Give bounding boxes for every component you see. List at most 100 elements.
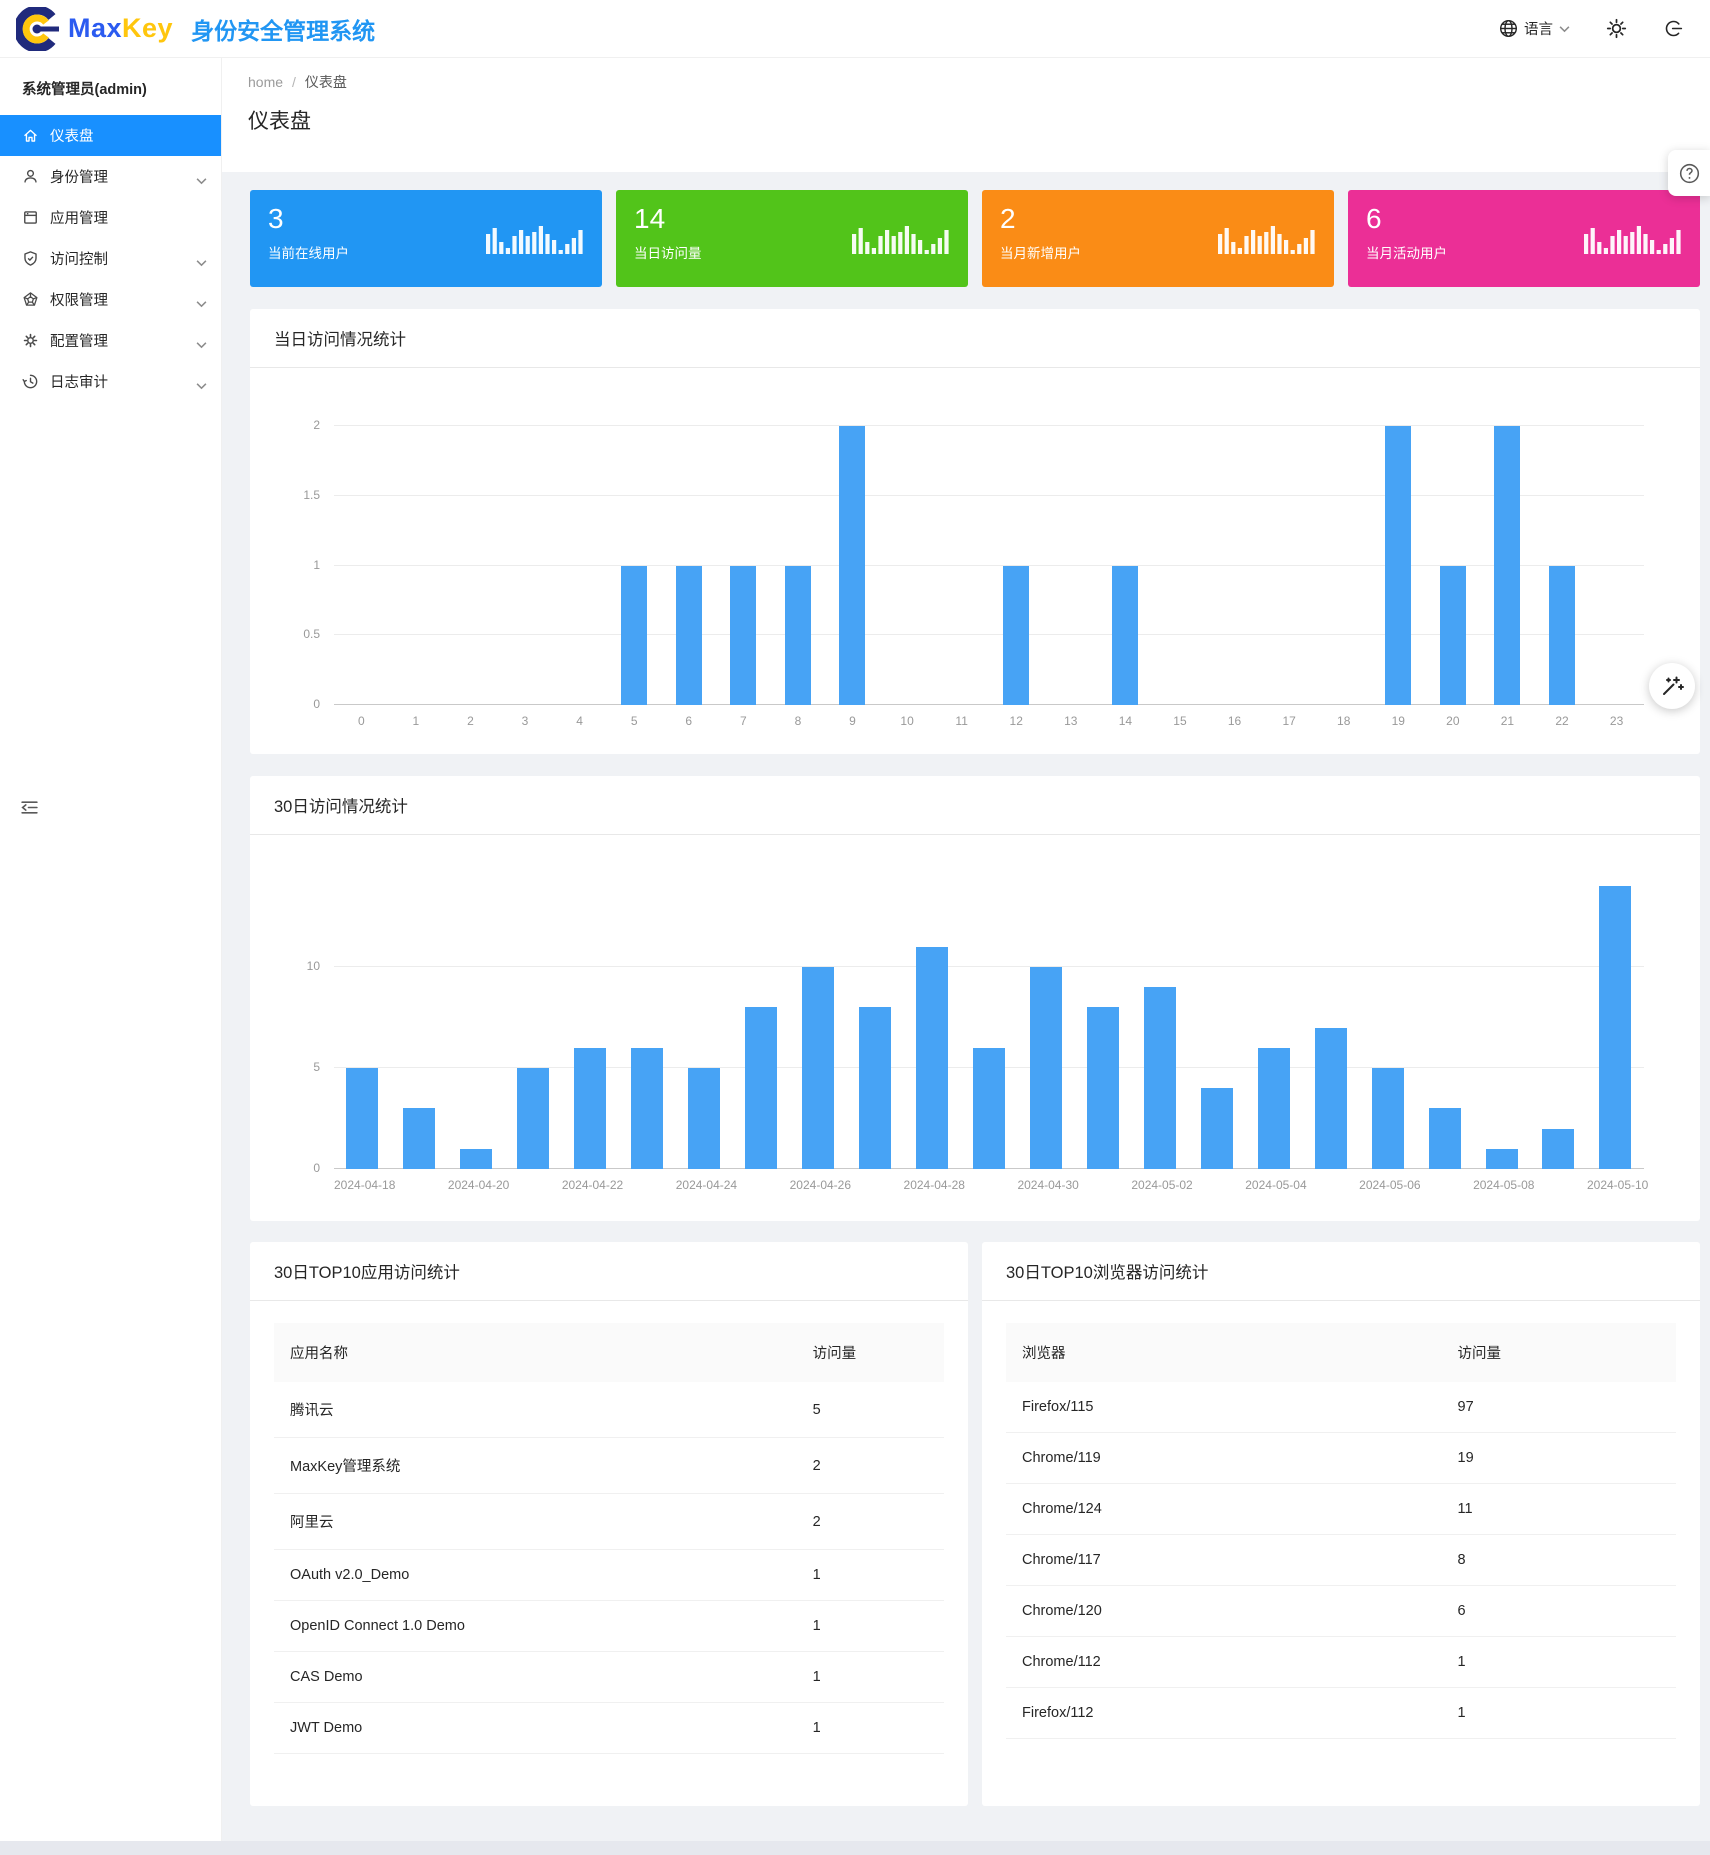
- home-icon: [22, 127, 39, 144]
- bar-slot: [790, 967, 847, 1169]
- table-row: Chrome/124 11: [1006, 1483, 1676, 1535]
- x-axis-tick-label: 2: [467, 714, 474, 728]
- bar-slot: [391, 1108, 448, 1169]
- table-cell-name: MaxKey管理系统: [274, 1437, 797, 1494]
- logout-icon: [1665, 20, 1683, 37]
- bar-slot: [771, 565, 826, 705]
- sidebar-user-title: 系统管理员(admin): [22, 82, 147, 98]
- table-cell-visits: 6: [1441, 1585, 1676, 1637]
- bar-slot: [661, 565, 716, 705]
- mini-bar-chart-icon: [852, 225, 949, 254]
- main-area: home / 仪表盘 仪表盘 3 当前在线用户 14 当日访问量 2 当月新增用户 6 当月活…: [222, 58, 1710, 1841]
- bar: [802, 967, 835, 1169]
- table-cell-visits: 1: [1441, 1687, 1676, 1739]
- x-axis-tick-label: 2024-05-04: [1245, 1178, 1307, 1192]
- bar: [1494, 426, 1521, 705]
- bar-slot: [733, 1007, 790, 1169]
- help-button[interactable]: [1668, 150, 1710, 196]
- sidebar-item-audit[interactable]: 日志审计: [0, 361, 221, 402]
- x-axis-tick-label: 21: [1500, 714, 1515, 728]
- bar-slot: [676, 1068, 733, 1169]
- stat-cards-row: 3 当前在线用户 14 当日访问量 2 当月新增用户 6 当月活动用户: [250, 190, 1700, 287]
- x-axis-tick-label: 3: [521, 714, 529, 728]
- x-axis-tick-label: 11: [955, 714, 968, 728]
- x-axis-tick-label: 2024-04-24: [675, 1178, 738, 1192]
- breadcrumb-separator: /: [292, 74, 296, 90]
- sidebar-item-config[interactable]: 配置管理: [0, 320, 221, 361]
- table-cell-name: JWT Demo: [274, 1702, 797, 1754]
- bar: [621, 565, 648, 705]
- y-axis-tick-label: 0: [313, 1161, 320, 1175]
- x-axis-tick-label: [619, 1178, 676, 1192]
- stat-card-3: 6 当月活动用户: [1348, 190, 1700, 287]
- chevron-down-icon: [196, 255, 207, 266]
- table-cell-visits: 97: [1441, 1382, 1676, 1433]
- stat-card-2: 2 当月新增用户: [982, 190, 1334, 287]
- user-icon: [22, 168, 39, 185]
- table-cell-visits: 2: [796, 1493, 944, 1550]
- sidebar-item-apps[interactable]: 应用管理: [0, 197, 221, 238]
- table-cell-name: Chrome/119: [1006, 1432, 1442, 1484]
- bar: [403, 1108, 436, 1169]
- table-row: JWT Demo 1: [274, 1702, 944, 1754]
- x-axis-tick-label: 2024-04-22: [561, 1178, 624, 1192]
- table-cell-visits: 1: [796, 1702, 944, 1754]
- bar-slot: [716, 565, 771, 705]
- brand-max: Max: [68, 13, 123, 43]
- stat-label: 当月活动用户: [1366, 246, 1447, 261]
- bar-slot: [847, 1007, 904, 1169]
- bar: [460, 1148, 493, 1169]
- sidebar-item-label: 权限管理: [50, 293, 108, 309]
- month-visits-panel: 30日访问情况统计 0 5 10 2024-04-18 2024-04-20 2024-0…: [250, 776, 1700, 1221]
- bar: [1257, 1047, 1290, 1169]
- bar-slot: [1535, 565, 1590, 705]
- table-row: Chrome/120 6: [1006, 1585, 1676, 1637]
- bar-slot: [448, 1148, 505, 1169]
- x-axis-tick-label: [1530, 1178, 1587, 1192]
- app-window-icon: [22, 209, 39, 226]
- today-visits-panel: 当日访问情况统计 0 0.5 1 1.5 2 0 1 2 3 4 5 6 7 8 9 10 11 12 13 14 15…: [250, 309, 1700, 754]
- chart-plot-area: [334, 425, 1644, 705]
- sidebar-item-access[interactable]: 访问控制: [0, 238, 221, 279]
- sidebar-item-permissions[interactable]: 权限管理: [0, 279, 221, 320]
- bar: [574, 1047, 607, 1169]
- bar: [1428, 1108, 1461, 1169]
- brand[interactable]: MaxKey 身份安全管理系统: [16, 6, 375, 51]
- floating-tool-button[interactable]: [1649, 663, 1695, 709]
- stat-card-1: 14 当日访问量: [616, 190, 968, 287]
- globe-icon: [1499, 19, 1518, 38]
- bar: [1029, 967, 1062, 1169]
- table-row: 阿里云 2: [274, 1493, 944, 1550]
- sidebar-collapse-button[interactable]: [20, 798, 39, 820]
- settings-button[interactable]: [1606, 18, 1627, 39]
- bar-slot: [619, 1047, 676, 1169]
- x-axis-tick-label: 16: [1227, 714, 1242, 728]
- table-cell-visits: 1: [796, 1549, 944, 1601]
- table-row: Chrome/119 19: [1006, 1432, 1676, 1484]
- x-axis-tick-label: 2024-05-06: [1359, 1178, 1421, 1192]
- bar-slot: [1371, 426, 1426, 705]
- x-axis-tick-label: [960, 1178, 1017, 1192]
- y-axis-tick-label: 1: [313, 557, 320, 572]
- bar-slot: [1416, 1108, 1473, 1169]
- x-axis-labels: 2024-04-18 2024-04-20 2024-04-22 2024-04-24…: [334, 1178, 1648, 1192]
- y-axis-tick-label: 0: [313, 697, 320, 711]
- history-icon: [22, 373, 39, 390]
- logout-button[interactable]: [1663, 18, 1684, 39]
- sidebar-item-dashboard[interactable]: 仪表盘: [0, 115, 221, 156]
- chevron-down-icon: [196, 378, 207, 389]
- sidebar-item-label: 应用管理: [50, 211, 108, 227]
- x-axis-tick-label: 13: [1064, 714, 1078, 728]
- maxkey-logo-icon: [16, 6, 59, 51]
- bar-series: [334, 866, 1644, 1169]
- sidebar-item-identity[interactable]: 身份管理: [0, 156, 221, 197]
- language-menu[interactable]: 语言: [1499, 18, 1570, 39]
- table-row: Firefox/112 1: [1006, 1687, 1676, 1739]
- chevron-down-icon: [196, 337, 207, 348]
- breadcrumb-home-link[interactable]: home: [248, 74, 284, 90]
- bar-slot: [1473, 1148, 1530, 1169]
- pentagon-icon: [22, 291, 39, 308]
- x-axis-tick-label: 4: [576, 714, 583, 728]
